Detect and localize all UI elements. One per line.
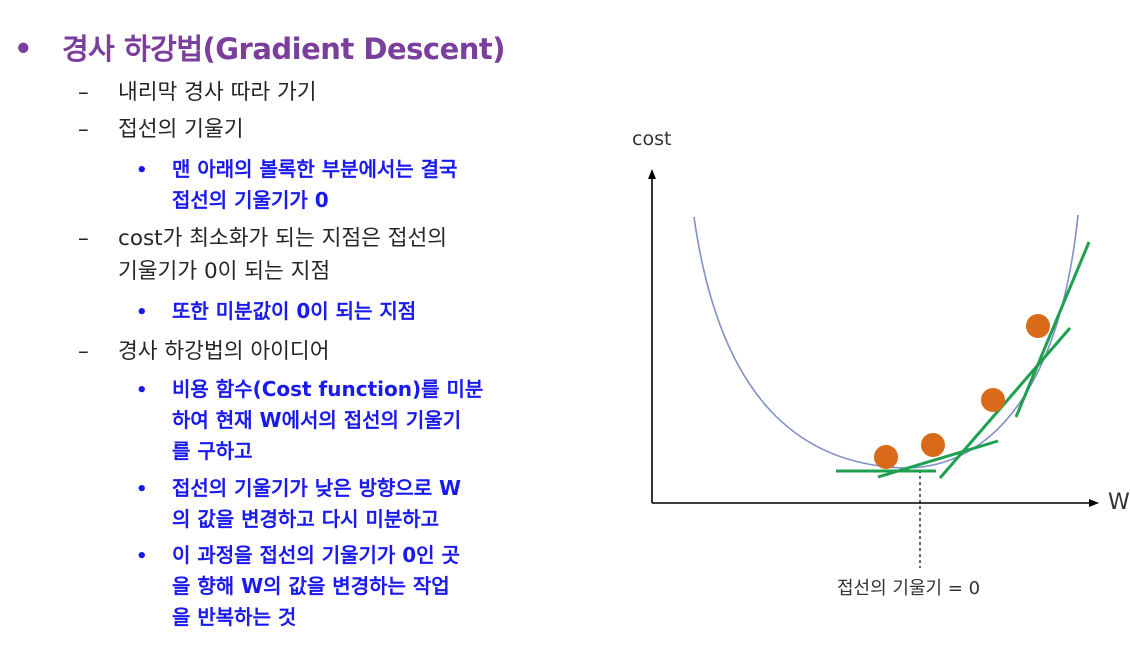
- slide-title: • 경사 하강법(Gradient Descent): [14, 26, 506, 68]
- item-text: 기울기가 0이 되는 지점: [118, 259, 331, 284]
- item-text: 맨 아래의 볼록한 부분에서는 결국: [172, 157, 458, 181]
- title-bullet: •: [14, 32, 33, 66]
- descent-point: [874, 445, 898, 469]
- item-text: 이 과정을 접선의 기울기가 0인 곳: [172, 543, 460, 567]
- tangent-line: [877, 439, 999, 479]
- x-axis-label: W: [1108, 490, 1130, 515]
- title-text: 경사 하강법(Gradient Descent): [62, 32, 506, 66]
- item-text: 하여 현재 W에서의 접선의 기울기: [172, 408, 462, 432]
- item-text: 을 반복하는 것: [172, 605, 297, 629]
- item-downhill: – 내리막 경사 따라 가기: [78, 76, 317, 109]
- item-text: 비용 함수(Cost function)를 미분: [172, 377, 484, 401]
- tangent-line: [938, 327, 1072, 479]
- item-text: 접선의 기울기가 0: [172, 188, 329, 212]
- item-text: 접선의 기울기가 낮은 방향으로 W: [172, 476, 462, 500]
- item-text: 접선의 기울기: [118, 117, 244, 142]
- item-text: 내리막 경사 따라 가기: [118, 80, 317, 105]
- tangent-line: [1014, 241, 1091, 418]
- item-idea: – 경사 하강법의 아이디어: [78, 335, 329, 368]
- subitem-convex-bottom: • 맨 아래의 볼록한 부분에서는 결국 접선의 기울기가 0: [136, 157, 458, 212]
- item-cost-minimum: – cost가 최소화가 되는 지점은 접선의 기울기가 0이 되는 지점: [78, 226, 448, 284]
- item-text: 또한 미분값이 0이 되는 지점: [172, 299, 417, 323]
- subitem-derivative-zero: • 또한 미분값이 0이 되는 지점: [136, 296, 416, 328]
- y-axis-label: cost: [632, 128, 671, 150]
- item-text: cost가 최소화가 되는 지점은 접선의: [118, 226, 448, 251]
- item-text: 를 구하고: [172, 439, 253, 463]
- item-text: 의 값을 변경하고 다시 미분하고: [172, 507, 440, 531]
- descent-point: [1026, 314, 1050, 338]
- tangent-zero-caption: 접선의 기울기 = 0: [837, 578, 980, 599]
- descent-point: [981, 388, 1005, 412]
- item-text: 경사 하강법의 아이디어: [118, 339, 330, 364]
- cost-curve: [693, 214, 1079, 469]
- item-tangent-slope: – 접선의 기울기: [78, 113, 244, 146]
- item-text: 을 향해 W의 값을 변경하는 작업: [172, 574, 450, 598]
- subitem-differentiate-cost: • 비용 함수(Cost function)를 미분 하여 현재 W에서의 접선의 …: [136, 377, 484, 463]
- descent-point: [921, 433, 945, 457]
